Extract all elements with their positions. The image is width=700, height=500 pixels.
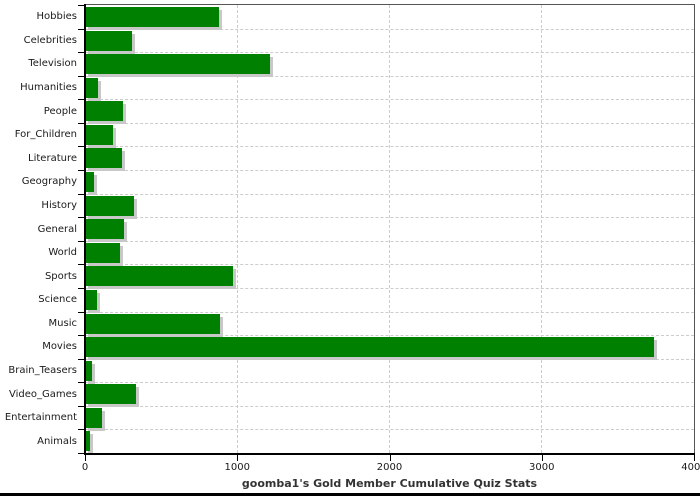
y-axis-tick [78, 359, 85, 360]
y-axis-tick [78, 312, 85, 313]
chart-row [85, 359, 694, 384]
y-axis-tick [78, 453, 85, 454]
y-axis-tick [78, 123, 85, 124]
bar-music [85, 313, 220, 334]
gridline-vertical [541, 5, 543, 453]
category-label: History [41, 199, 77, 211]
category-label: People [43, 105, 77, 117]
y-axis-tick [78, 52, 85, 53]
plot-area [85, 5, 694, 453]
category-label: Entertainment [4, 412, 77, 424]
category-label: Humanities [20, 82, 77, 94]
category-label: Television [28, 58, 77, 70]
x-axis-tick [85, 455, 86, 461]
chart-row [85, 76, 694, 101]
y-axis-tick [78, 5, 85, 6]
y-axis-tick [78, 217, 85, 218]
x-axis-tick [541, 455, 543, 461]
bar-brain_teasers [85, 360, 92, 381]
y-axis-tick [78, 146, 85, 147]
x-tick-label: 1000 [224, 462, 250, 473]
y-axis-line [84, 4, 86, 454]
category-label: General [37, 223, 77, 235]
chart-row [85, 52, 694, 77]
bar-movies [85, 337, 655, 358]
x-axis-tick [694, 455, 695, 461]
chart-row [85, 123, 694, 148]
bar-general [85, 219, 124, 240]
gridline-vertical [236, 5, 238, 453]
bar-sports [85, 266, 233, 287]
plot-right-border [694, 4, 695, 453]
chart-row [85, 170, 694, 195]
chart-row [85, 194, 694, 219]
chart-row [85, 312, 694, 337]
bar-world [85, 242, 121, 263]
y-axis-tick [78, 194, 85, 195]
y-axis-tick [78, 29, 85, 30]
bar-animals [85, 431, 91, 452]
chart-row [85, 241, 694, 266]
y-axis-tick [78, 76, 85, 77]
bar-people [85, 101, 124, 122]
category-label: Hobbies [36, 11, 77, 23]
x-tick-label: 4000 [681, 462, 700, 473]
bar-geography [85, 172, 95, 193]
bar-entertainment [85, 407, 102, 428]
chart-row [85, 5, 694, 30]
x-axis-line [84, 453, 695, 455]
bar-hobbies [85, 7, 219, 27]
x-tick-label: 3000 [529, 462, 555, 473]
chart-row [85, 429, 694, 453]
chart-row [85, 335, 694, 360]
category-label: Movies [42, 341, 77, 353]
x-axis-tick [389, 455, 391, 461]
chart-row [85, 29, 694, 54]
chart-row [85, 382, 694, 407]
bar-television [85, 54, 270, 75]
chart-row [85, 99, 694, 124]
y-axis-tick [78, 170, 85, 171]
x-axis-tick [237, 455, 239, 461]
category-label: Music [48, 317, 77, 329]
y-axis-tick [78, 429, 85, 430]
bar-humanities [85, 77, 98, 98]
category-label: For_Children [14, 129, 77, 141]
bottom-border-line [0, 493, 700, 496]
bar-history [85, 195, 135, 216]
y-axis-tick [78, 288, 85, 289]
y-axis-tick [78, 99, 85, 100]
category-label: Animals [37, 435, 77, 447]
bar-video_games [85, 384, 136, 405]
bar-science [85, 289, 98, 310]
plot-top-border [85, 4, 695, 5]
bar-literature [85, 148, 123, 169]
chart-row [85, 264, 694, 289]
category-label: Geography [21, 176, 77, 188]
y-axis-tick [78, 406, 85, 407]
chart-row [85, 406, 694, 431]
category-label: Celebrities [23, 34, 77, 46]
x-tick-label: 0 [81, 462, 89, 473]
y-axis-tick [78, 335, 85, 336]
gridline-vertical [389, 5, 390, 453]
category-label: Brain_Teasers [8, 364, 77, 376]
y-axis-tick [78, 241, 85, 242]
chart-row [85, 217, 694, 242]
category-label: Sports [44, 270, 77, 282]
x-tick-label: 2000 [376, 462, 403, 473]
bar-for_children [85, 124, 114, 145]
bar-celebrities [85, 30, 133, 51]
category-label: World [48, 247, 77, 259]
chart-row [85, 146, 694, 172]
category-label: Science [38, 294, 77, 306]
category-label: Literature [28, 152, 77, 164]
chart-title: goomba1's Gold Member Cumulative Quiz St… [241, 477, 538, 490]
category-label: Video_Games [9, 388, 77, 400]
chart-row [85, 288, 694, 313]
y-axis-tick [78, 382, 85, 383]
y-axis-tick [78, 264, 85, 265]
